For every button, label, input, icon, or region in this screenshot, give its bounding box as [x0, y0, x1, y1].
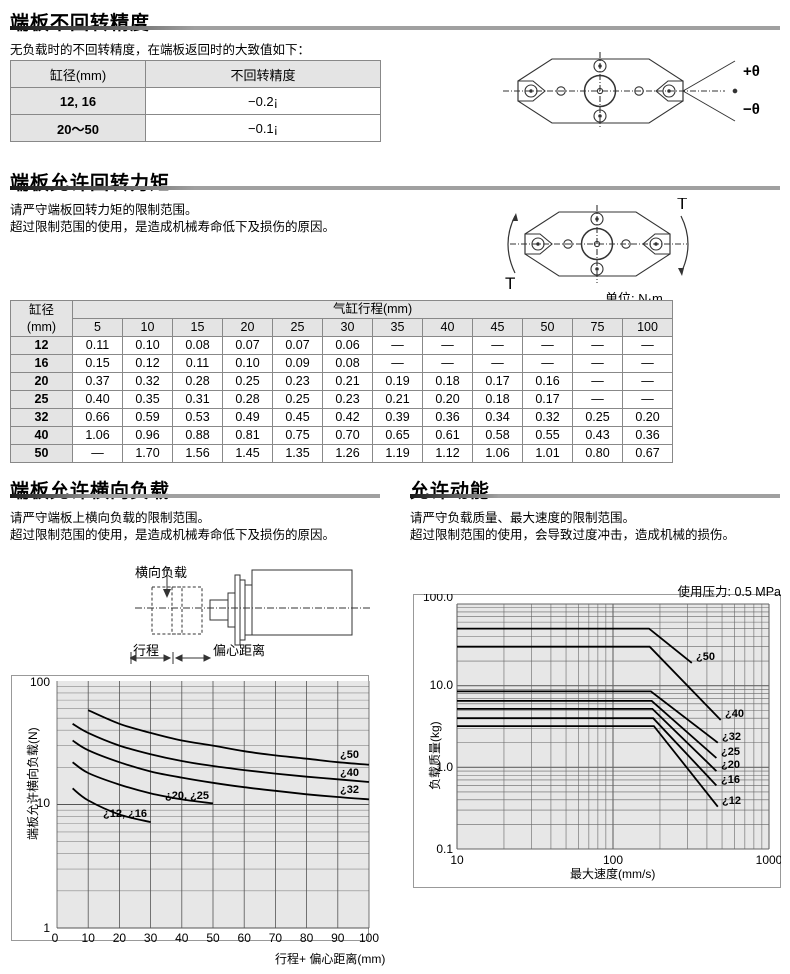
svg-text:¿12: ¿12 [722, 795, 741, 807]
svg-text:40: 40 [175, 931, 189, 945]
svg-text:−θ: −θ [743, 101, 760, 118]
svg-text:30: 30 [144, 931, 158, 945]
svg-text:1.0: 1.0 [436, 760, 453, 774]
svg-text:¿32: ¿32 [340, 784, 359, 796]
svg-text:100: 100 [603, 853, 623, 867]
svg-text:¿50: ¿50 [696, 651, 715, 663]
svg-text:1000: 1000 [756, 853, 781, 867]
svg-text:80: 80 [300, 931, 314, 945]
svg-text:+θ: +θ [743, 63, 760, 80]
svg-text:10: 10 [82, 931, 96, 945]
svg-text:1: 1 [43, 921, 50, 935]
svg-text:10: 10 [450, 853, 464, 867]
svg-text:70: 70 [269, 931, 283, 945]
svg-text:T: T [505, 274, 515, 290]
svg-text:50: 50 [206, 931, 220, 945]
svg-text:¿40: ¿40 [725, 708, 744, 720]
svg-text:100.0: 100.0 [423, 594, 453, 604]
svg-text:10: 10 [37, 796, 51, 810]
svg-text:¿50: ¿50 [340, 749, 359, 761]
svg-text:60: 60 [238, 931, 252, 945]
svg-text:¿40: ¿40 [340, 767, 359, 779]
svg-text:¿20: ¿20 [721, 759, 740, 771]
svg-text:100: 100 [30, 675, 50, 689]
svg-text:10.0: 10.0 [430, 678, 454, 692]
svg-text:¿25: ¿25 [721, 746, 740, 758]
svg-text:0: 0 [52, 931, 59, 945]
svg-text:100: 100 [359, 931, 379, 945]
svg-text:¿16: ¿16 [721, 774, 740, 786]
svg-text:20: 20 [113, 931, 127, 945]
svg-text:¿12, ¿16: ¿12, ¿16 [103, 808, 147, 820]
svg-text:T: T [677, 198, 687, 213]
svg-text:90: 90 [331, 931, 345, 945]
svg-text:¿20, ¿25: ¿20, ¿25 [165, 790, 209, 802]
svg-text:¿32: ¿32 [722, 731, 741, 743]
